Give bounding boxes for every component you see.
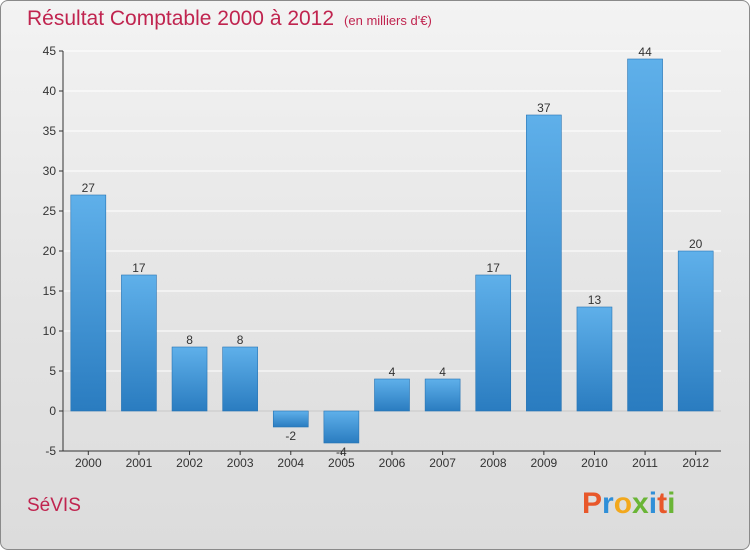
x-tick-label: 2002 bbox=[176, 456, 203, 470]
x-tick-label: 2012 bbox=[682, 456, 709, 470]
data-label-2006: 4 bbox=[389, 365, 396, 379]
x-tick-label: 2003 bbox=[227, 456, 254, 470]
data-label-2008: 17 bbox=[487, 261, 501, 275]
x-tick-label: 2000 bbox=[75, 456, 102, 470]
bar-2004 bbox=[272, 410, 309, 428]
y-tick-label: 25 bbox=[43, 204, 57, 218]
y-tick-label: 5 bbox=[49, 364, 56, 378]
data-label-2012: 20 bbox=[689, 237, 703, 251]
data-label-2000: 27 bbox=[82, 181, 96, 195]
y-tick-label: 20 bbox=[43, 244, 57, 258]
data-label-2011: 44 bbox=[638, 45, 652, 59]
bar-2005 bbox=[323, 410, 360, 444]
x-tick-label: 2006 bbox=[379, 456, 406, 470]
x-tick-label: 2005 bbox=[328, 456, 355, 470]
axes: -5 0 5 10 15 20 25 30 35 40 45 2000 2001 2002 2003 2004… bbox=[43, 44, 721, 470]
data-label-2005: -4 bbox=[336, 445, 347, 459]
bar-2010 bbox=[576, 306, 613, 412]
x-tick-label: 2004 bbox=[277, 456, 304, 470]
logo-letter: i bbox=[667, 487, 676, 520]
commune-name: SéVIS bbox=[27, 495, 81, 516]
chart-subtitle: (en milliers d'€) bbox=[344, 13, 432, 28]
x-tick-label: 2009 bbox=[530, 456, 557, 470]
bar-2009 bbox=[526, 114, 562, 412]
x-tick-label: 2007 bbox=[429, 456, 456, 470]
bar-2008 bbox=[475, 274, 512, 412]
data-label-2004: -2 bbox=[285, 429, 296, 443]
bar-2007 bbox=[424, 378, 461, 412]
bar-2002 bbox=[171, 346, 208, 412]
bar-2006 bbox=[374, 378, 410, 412]
y-tick-label: 40 bbox=[43, 84, 57, 98]
y-tick-label: -5 bbox=[45, 444, 56, 458]
bar-2011 bbox=[627, 58, 663, 412]
bar-2003 bbox=[222, 346, 258, 412]
data-label-2007: 4 bbox=[439, 365, 446, 379]
x-tick-label: 2011 bbox=[632, 456, 658, 470]
chart-title: Résultat Comptable 2000 à 2012 (en millie… bbox=[27, 7, 432, 31]
y-tick-label: 0 bbox=[49, 404, 56, 418]
bar-2001 bbox=[121, 274, 157, 412]
title-text: Résultat Comptable 2000 à 2012 bbox=[27, 7, 335, 30]
y-tick-label: 15 bbox=[43, 284, 57, 298]
bar-2000 bbox=[70, 194, 107, 412]
data-label-2002: 8 bbox=[186, 333, 193, 347]
x-tick-label: 2010 bbox=[581, 456, 608, 470]
x-tick-label: 2001 bbox=[126, 456, 153, 470]
proxiti-logo: Proxiti bbox=[582, 487, 675, 521]
y-tick-label: 35 bbox=[43, 124, 57, 138]
logo-letter: o bbox=[613, 487, 633, 520]
logo-letter: r bbox=[602, 487, 614, 520]
y-tick-label: 10 bbox=[43, 324, 57, 338]
y-tick-label: 45 bbox=[43, 44, 57, 58]
data-label-2010: 13 bbox=[588, 293, 602, 307]
bars bbox=[70, 58, 714, 444]
logo-letter: i bbox=[648, 487, 658, 520]
y-tick-label: 30 bbox=[43, 164, 57, 178]
x-tick-label: 2008 bbox=[480, 456, 507, 470]
bar-2012 bbox=[677, 250, 714, 412]
logo-letter: t bbox=[657, 487, 668, 520]
logo-letter: x bbox=[632, 487, 649, 520]
logo-letter: P bbox=[582, 487, 603, 520]
data-label-2009: 37 bbox=[537, 101, 551, 115]
data-label-2001: 17 bbox=[132, 261, 146, 275]
data-label-2003: 8 bbox=[237, 333, 244, 347]
